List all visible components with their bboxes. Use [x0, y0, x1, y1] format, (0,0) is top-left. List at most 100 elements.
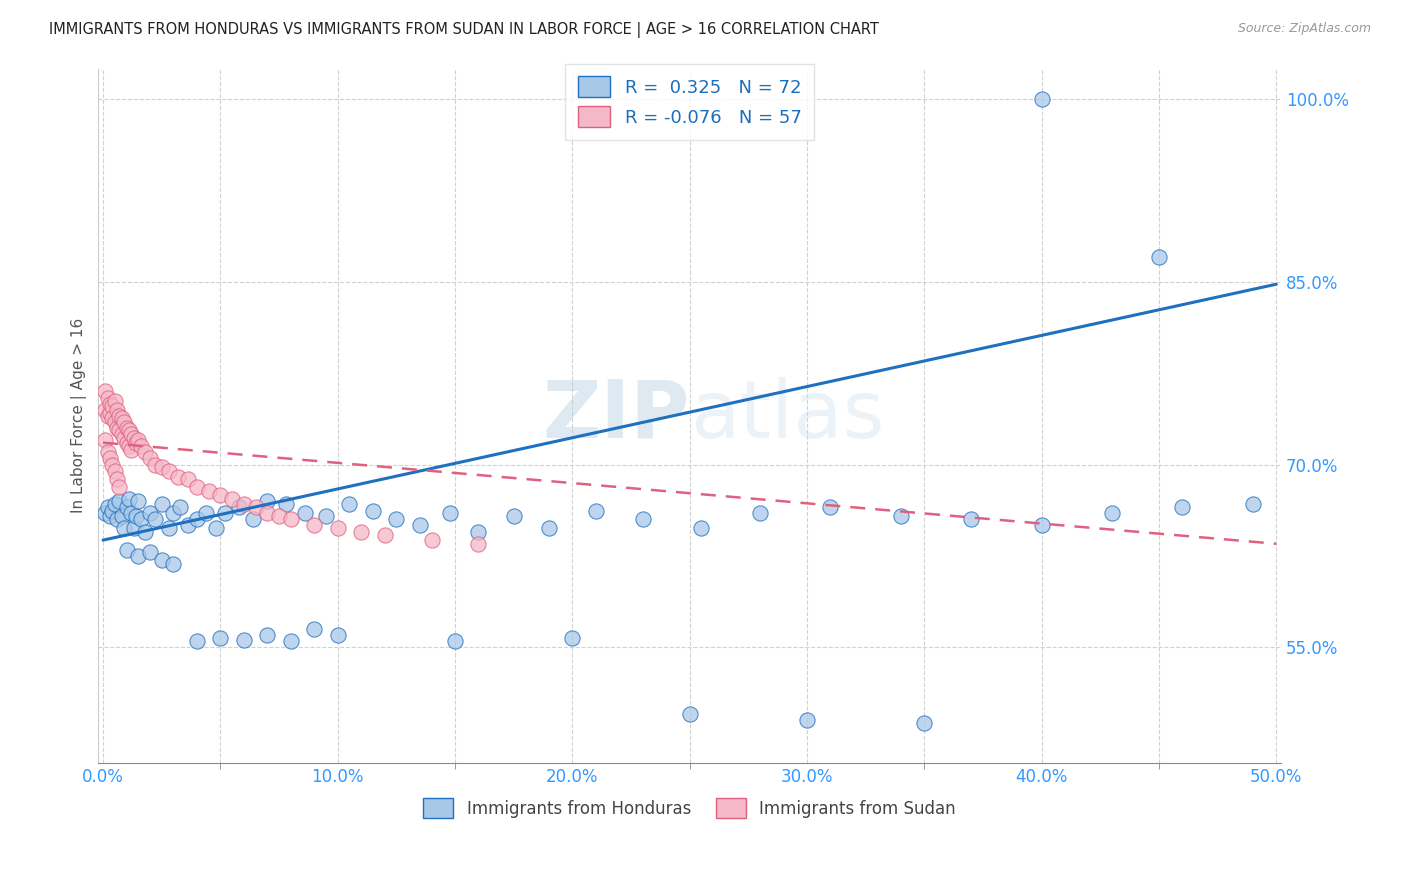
Point — [326, 521, 349, 535]
Point — [232, 633, 254, 648]
Point — [111, 411, 134, 425]
Point — [890, 508, 912, 523]
Point — [120, 442, 142, 457]
Point — [150, 497, 173, 511]
Text: IMMIGRANTS FROM HONDURAS VS IMMIGRANTS FROM SUDAN IN LABOR FORCE | AGE > 16 CORR: IMMIGRANTS FROM HONDURAS VS IMMIGRANTS F… — [49, 22, 879, 38]
Point — [374, 528, 396, 542]
Point — [143, 458, 166, 472]
Point — [125, 435, 148, 450]
Point — [108, 494, 131, 508]
Point — [97, 409, 120, 423]
Point — [115, 435, 138, 450]
Point — [350, 524, 373, 539]
Point — [176, 518, 198, 533]
Point — [467, 537, 489, 551]
Point — [97, 500, 120, 515]
Point — [690, 521, 713, 535]
Point — [105, 402, 128, 417]
Point — [561, 631, 583, 645]
Point — [98, 451, 121, 466]
Point — [162, 506, 184, 520]
Point — [118, 491, 141, 506]
Point — [94, 384, 117, 399]
Text: atlas: atlas — [690, 376, 884, 455]
Point — [112, 521, 135, 535]
Point — [127, 433, 149, 447]
Point — [294, 506, 316, 520]
Text: ZIP: ZIP — [543, 376, 690, 455]
Point — [1147, 251, 1170, 265]
Point — [274, 497, 297, 511]
Point — [125, 508, 148, 523]
Point — [631, 512, 654, 526]
Point — [245, 500, 267, 515]
Point — [186, 512, 208, 526]
Point — [98, 508, 121, 523]
Point — [315, 508, 337, 523]
Point — [127, 549, 149, 563]
Point — [280, 634, 302, 648]
Y-axis label: In Labor Force | Age > 16: In Labor Force | Age > 16 — [72, 318, 87, 514]
Point — [209, 488, 232, 502]
Point — [326, 628, 349, 642]
Point — [960, 512, 983, 526]
Point — [537, 521, 560, 535]
Point — [104, 464, 127, 478]
Point — [1031, 518, 1053, 533]
Point — [1171, 500, 1194, 515]
Point — [585, 504, 607, 518]
Point — [112, 415, 135, 429]
Point — [97, 445, 120, 459]
Point — [256, 628, 278, 642]
Point — [221, 491, 243, 506]
Point — [111, 508, 134, 523]
Point — [104, 415, 127, 429]
Point — [150, 552, 173, 566]
Point — [912, 715, 935, 730]
Point — [94, 506, 117, 520]
Point — [94, 433, 117, 447]
Point — [169, 500, 191, 515]
Point — [115, 542, 138, 557]
Point — [467, 524, 489, 539]
Point — [118, 424, 141, 438]
Point — [143, 512, 166, 526]
Legend: Immigrants from Honduras, Immigrants from Sudan: Immigrants from Honduras, Immigrants fro… — [416, 792, 963, 824]
Point — [101, 411, 124, 425]
Point — [122, 431, 145, 445]
Point — [1031, 92, 1053, 106]
Point — [214, 506, 236, 520]
Point — [129, 512, 152, 526]
Point — [796, 714, 818, 728]
Point — [209, 631, 232, 645]
Point — [157, 464, 180, 478]
Point — [439, 506, 461, 520]
Point — [242, 512, 264, 526]
Point — [101, 504, 124, 518]
Point — [118, 439, 141, 453]
Point — [228, 500, 250, 515]
Point — [186, 634, 208, 648]
Point — [115, 421, 138, 435]
Point — [139, 545, 162, 559]
Point — [108, 409, 131, 423]
Point — [409, 518, 432, 533]
Point — [204, 521, 226, 535]
Point — [127, 494, 149, 508]
Point — [256, 506, 278, 520]
Point — [176, 472, 198, 486]
Point — [139, 451, 162, 466]
Point — [139, 506, 162, 520]
Point — [129, 439, 152, 453]
Point — [157, 521, 180, 535]
Text: Source: ZipAtlas.com: Source: ZipAtlas.com — [1237, 22, 1371, 36]
Point — [162, 558, 184, 572]
Point — [97, 391, 120, 405]
Point — [256, 494, 278, 508]
Point — [1101, 506, 1123, 520]
Point — [302, 622, 325, 636]
Point — [420, 533, 443, 548]
Point — [167, 469, 190, 483]
Point — [105, 421, 128, 435]
Point — [197, 484, 219, 499]
